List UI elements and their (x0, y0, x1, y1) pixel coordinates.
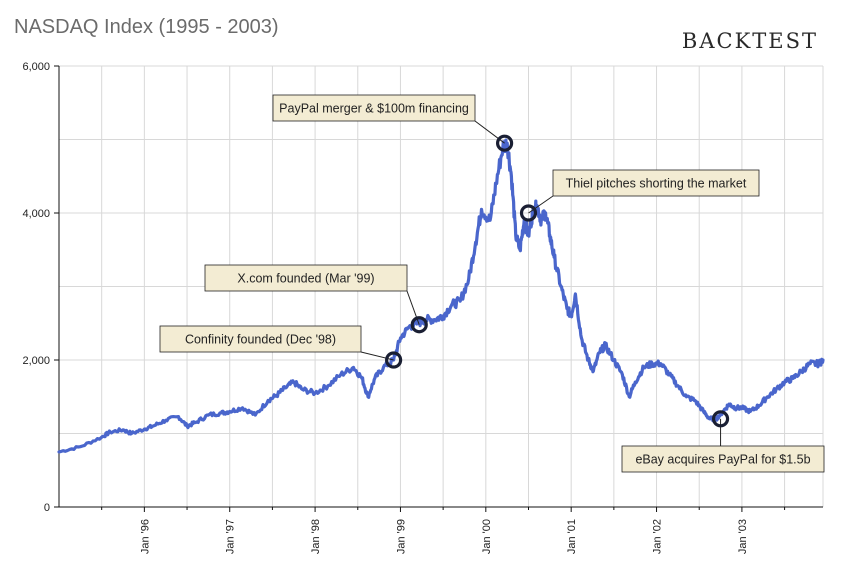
x-tick-label: Jan '02 (652, 519, 664, 554)
annotation-label: PayPal merger & $100m financing (279, 102, 469, 116)
annotation-layer: Confinity founded (Dec '98) X.com founded… (159, 94, 825, 473)
x-tick-label: Jan '96 (139, 519, 151, 554)
annotation-marker (385, 351, 403, 369)
x-tick-label: Jan '98 (310, 519, 322, 554)
y-tick-label: 6,000 (22, 61, 50, 73)
x-tick-label: Jan '03 (737, 519, 749, 554)
annotation-leader-line (528, 195, 554, 214)
nasdaq-series-line (57, 138, 825, 454)
x-tick-label: Jan '97 (225, 519, 237, 554)
y-tick-label: 4,000 (22, 208, 50, 220)
grid-layer (59, 65, 824, 508)
annotation-label: Thiel pitches shorting the market (566, 177, 747, 191)
annotation-box (272, 94, 476, 122)
x-tick-label: Jan '00 (481, 519, 493, 554)
annotation-box (159, 325, 362, 353)
axis-layer: 0 2,000 4,000 6,000 Jan '96 Jan '97 Jan '98 Jan… (22, 61, 823, 554)
chart-title: NASDAQ Index (1995 - 2003) (14, 16, 279, 38)
annotation-marker (410, 316, 428, 334)
annotation-label: eBay acquires PayPal for $1.5b (635, 453, 810, 467)
annotation-marker (519, 204, 538, 222)
annotation-label: Confinity founded (Dec '98) (185, 333, 336, 347)
annotation-box (552, 169, 760, 197)
annotation-box (204, 264, 408, 292)
annotation-marker (495, 134, 514, 152)
y-tick-label: 2,000 (22, 355, 50, 367)
brand-logo: BACKTEST (681, 29, 818, 53)
x-tick-label: Jan '99 (395, 519, 407, 554)
annotation-label: X.com founded (Mar '99) (237, 272, 374, 286)
annotation-marker (711, 410, 730, 428)
annotation-box (621, 445, 825, 473)
x-tick-label: Jan '01 (566, 519, 578, 554)
series-layer (57, 138, 825, 454)
y-tick-label: 0 (44, 502, 50, 514)
